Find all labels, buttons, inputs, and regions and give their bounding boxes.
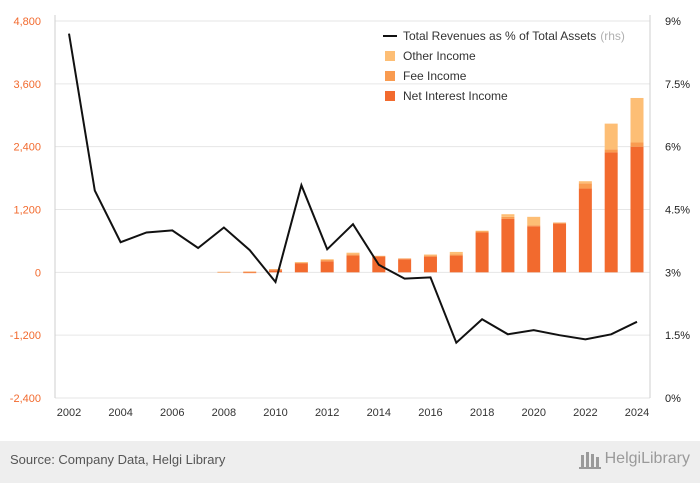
left-tick-label: 4,800 [13,16,41,28]
legend: Total Revenues as % of Total Assets (rhs… [383,26,625,106]
legend-item-line: Total Revenues as % of Total Assets (rhs… [383,26,625,46]
bar-other-income-2016 [423,254,437,256]
right-tick-label: 7.5% [665,79,690,91]
bar-other-income-2017 [449,251,463,255]
left-tick-label: -2,400 [10,393,41,405]
bar-fee-income-2020 [527,225,541,227]
bar-fee-income-2010 [269,269,283,271]
legend-swatch-fee-income [385,71,395,81]
bar-fee-income-2019 [501,216,515,219]
legend-item-other-income: Other Income [383,46,625,66]
left-tick-label: -1,200 [10,330,41,342]
x-tick-label: 2004 [108,407,132,419]
x-tick-label: 2008 [212,407,236,419]
bar-net-interest-income-2016 [423,256,437,273]
bar-fee-income-2016 [423,255,437,257]
bar-other-income-2012 [320,259,334,261]
bar-net-interest-income-2015 [398,259,412,273]
bar-net-interest-income-2024 [630,146,644,273]
bar-net-interest-income-2023 [604,152,618,273]
bar-other-income-2018 [475,230,489,232]
bar-net-interest-income-2018 [475,232,489,273]
x-tick-label: 2018 [470,407,494,419]
bar-net-interest-income-2009 [243,272,257,274]
bar-other-income-2020 [527,216,541,226]
bar-fee-income-2017 [449,254,463,256]
bar-fee-income-2009 [243,271,257,273]
x-tick-label: 2012 [315,407,339,419]
x-tick-label: 2024 [625,407,649,419]
left-tick-label: 3,600 [13,79,41,91]
bar-net-interest-income-2010 [269,270,283,273]
bar-net-interest-income-2022 [578,188,592,273]
x-tick-label: 2020 [521,407,545,419]
right-tick-label: 1.5% [665,330,690,342]
bar-fee-income-2015 [398,258,412,260]
legend-item-fee-income: Fee Income [383,66,625,86]
right-tick-label: 9% [665,16,681,28]
legend-swatch-other-income [385,51,395,61]
right-tick-label: 6% [665,142,681,154]
bar-fee-income-2024 [630,142,644,147]
bar-fee-income-2023 [604,149,618,153]
bar-net-interest-income-2013 [346,255,360,273]
library-icon [578,452,601,469]
legend-label-other-income: Other Income [403,49,476,63]
bar-other-income-2019 [501,214,515,217]
bar-fee-income-2021 [553,222,567,224]
legend-item-net-interest-income: Net Interest Income [383,86,625,106]
line-total-revenues-pct-assets [68,33,638,345]
bar-other-income-2022 [578,181,592,184]
right-tick-label: 3% [665,267,681,279]
legend-label-net-interest-income: Net Interest Income [403,89,508,103]
brand-logo[interactable]: HelgiLibrary [578,449,690,469]
left-tick-label: 1,200 [13,205,41,217]
bar-fee-income-2012 [320,260,334,262]
left-tick-label: 2,400 [13,142,41,154]
legend-swatch-net-interest-income [385,91,395,101]
bar-other-income-2023 [604,123,618,150]
source-note: Source: Company Data, Helgi Library [10,452,226,467]
left-tick-label: 0 [35,267,41,279]
x-tick-label: 2002 [57,407,81,419]
chart-svg: 4,800 3,600 2,400 1,200 0 -1,200 -2,400 9% 7.5% 6… [10,15,690,419]
bar-other-income-2013 [346,252,360,255]
bar-net-interest-income-2019 [501,218,515,273]
brand-name: HelgiLibrary [604,450,690,467]
bar-fee-income-2013 [346,254,360,256]
bar-other-income-2024 [630,97,644,143]
bar-fee-income-2022 [578,183,592,189]
footer: Source: Company Data, Helgi Library Helg… [0,441,700,483]
legend-label-fee-income: Fee Income [403,69,467,83]
right-tick-label: 4.5% [665,205,690,217]
bar-net-interest-income-2017 [449,255,463,273]
bar-net-interest-income-2021 [553,223,567,273]
bar-net-interest-income-2020 [527,226,541,273]
x-tick-label: 2022 [573,407,597,419]
right-tick-label: 0% [665,393,681,405]
x-tick-label: 2014 [367,407,391,419]
x-tick-label: 2016 [418,407,442,419]
legend-axis-note: (rhs) [600,29,625,43]
x-tick-label: 2006 [160,407,184,419]
legend-line-marker [383,35,397,37]
x-tick-label: 2010 [263,407,287,419]
bar-other-income-2011 [294,262,308,263]
legend-label-line: Total Revenues as % of Total Assets [403,29,597,43]
bar-fee-income-2018 [475,231,489,233]
bar-fee-income-2008 [217,271,231,273]
bar-net-interest-income-2011 [294,263,308,273]
bar-net-interest-income-2012 [320,261,334,273]
bar-fee-income-2014 [372,255,386,257]
